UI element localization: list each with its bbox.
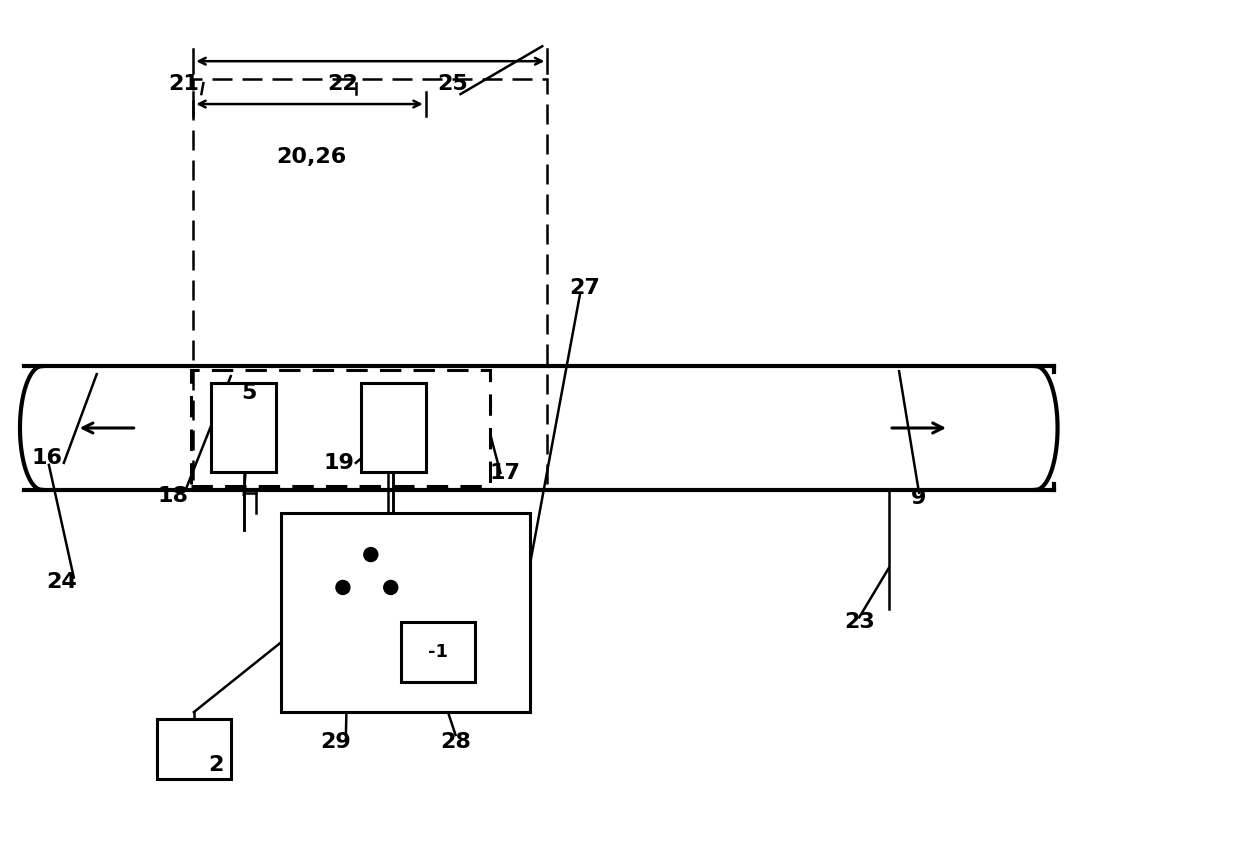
Bar xyxy=(193,79,547,490)
Text: 29: 29 xyxy=(321,732,351,752)
Text: 24: 24 xyxy=(46,572,77,593)
Text: 17: 17 xyxy=(490,463,521,483)
Text: 2: 2 xyxy=(208,755,224,775)
Text: 19: 19 xyxy=(324,453,355,473)
Text: 9: 9 xyxy=(911,488,926,508)
Text: 20,26: 20,26 xyxy=(275,147,346,167)
Text: 5: 5 xyxy=(242,383,257,403)
Bar xyxy=(211,383,277,471)
Text: 22: 22 xyxy=(327,74,358,94)
Text: 18: 18 xyxy=(157,486,188,505)
Text: 27: 27 xyxy=(569,278,600,298)
Text: 25: 25 xyxy=(438,74,467,94)
Bar xyxy=(191,371,491,486)
Circle shape xyxy=(363,548,378,561)
Bar xyxy=(281,513,531,712)
Bar xyxy=(361,383,425,471)
Text: 21: 21 xyxy=(167,74,198,94)
Bar xyxy=(306,622,388,690)
Text: 23: 23 xyxy=(844,612,874,633)
Polygon shape xyxy=(29,366,1054,490)
Bar xyxy=(156,719,232,778)
Circle shape xyxy=(336,581,350,594)
Text: -1: -1 xyxy=(428,644,448,661)
Text: 16: 16 xyxy=(31,448,62,468)
Circle shape xyxy=(383,581,398,594)
Text: 28: 28 xyxy=(440,732,471,752)
Bar xyxy=(401,622,475,682)
